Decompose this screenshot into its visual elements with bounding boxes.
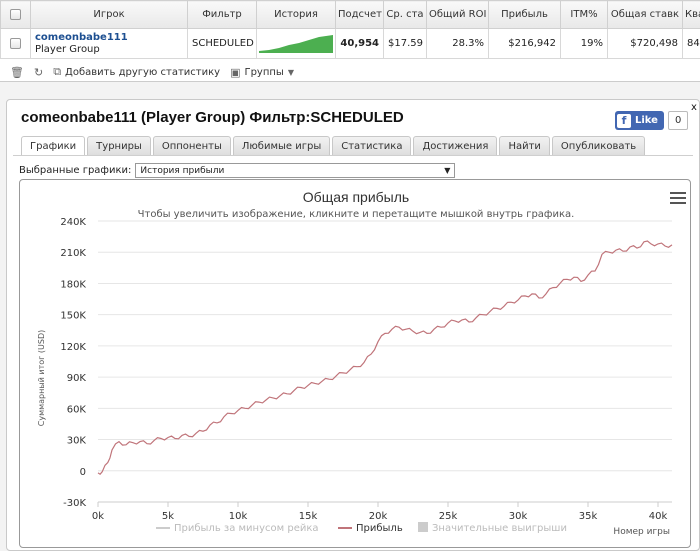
fb-like-label: Like: [635, 115, 658, 126]
filter-cell: SCHEDULED: [187, 28, 257, 59]
stats-table: Игрок Фильтр История Подсчет Ср. ста Общ…: [0, 0, 700, 59]
fb-like-count: 0: [667, 111, 689, 130]
legend-item-big-wins[interactable]: Значительные выигрыши: [432, 523, 567, 534]
itm-cell: 19%: [560, 28, 608, 59]
x-tick-label: 15k: [299, 511, 318, 522]
total-stake-cell: $720,498: [607, 28, 683, 59]
tab-favorite-games[interactable]: Любимые игры: [232, 136, 331, 155]
col-header-itm[interactable]: ITM%: [560, 0, 608, 29]
y-tick-label: 90K: [67, 373, 87, 384]
y-tick-label: -30K: [63, 498, 86, 509]
count-cell: 40,954: [335, 28, 384, 59]
chart-title: Общая прибыль: [303, 189, 409, 205]
save-icon: ▣: [230, 65, 241, 79]
chart-legend: Прибыль за минусом рейка Прибыль Значите…: [156, 522, 567, 534]
series-line-profit[interactable]: [97, 240, 673, 475]
x-tick-label: 35k: [579, 511, 598, 522]
chart-subtitle: Чтобы увеличить изображение, кликните и …: [138, 209, 575, 220]
col-header-count[interactable]: Подсчет: [335, 0, 384, 29]
y-tick-label: 240K: [60, 217, 86, 228]
fb-like-widget[interactable]: f Like 0: [615, 111, 689, 130]
player-group-label: Player Group: [35, 43, 100, 55]
chart-select-value: История прибыли: [140, 165, 225, 176]
tabs-divider: [13, 155, 693, 156]
y-tick-label: 210K: [60, 248, 86, 259]
legend-item-net-profit[interactable]: Прибыль за минусом рейка: [174, 523, 319, 534]
y-axis-label: Суммарный итог (USD): [37, 330, 46, 427]
groups-label: Группы: [244, 66, 284, 78]
stats-toolbar: 🗑 ↻ ⧉ Добавить другую статистику ▣ Групп…: [0, 59, 700, 85]
y-tick-label: 60K: [67, 404, 87, 415]
y-tick-label: 30K: [67, 436, 87, 447]
x-tick-label: 25k: [439, 511, 458, 522]
avg-stake-cell: $17.59: [383, 28, 427, 59]
row-checkbox[interactable]: [0, 28, 31, 59]
x-tick-label: 10k: [229, 511, 248, 522]
player-panel: comeonbabe111 (Player Group) Фильтр:SCHE…: [6, 99, 700, 551]
tab-statistics[interactable]: Статистика: [332, 136, 412, 155]
y-tick-label: 150K: [60, 311, 86, 322]
add-stats-button[interactable]: ⧉ Добавить другую статистику: [53, 65, 220, 79]
selected-charts-label: Выбранные графики:: [19, 165, 132, 176]
close-icon[interactable]: x: [691, 102, 697, 113]
chevron-down-icon: ▼: [287, 67, 294, 77]
tab-achievements[interactable]: Достижения: [413, 136, 498, 155]
chart-selector-row: Выбранные графики: История прибыли ▼: [19, 163, 456, 178]
refresh-icon[interactable]: ↻: [33, 65, 44, 79]
x-tick-label: 0k: [92, 511, 104, 522]
col-header-filter[interactable]: Фильтр: [187, 0, 257, 29]
tab-publish[interactable]: Опубликовать: [551, 136, 646, 155]
profit-chart-svg[interactable]: -30K 0 30K 60K 90K 120K 150K 180K 210K 240K 0k 5k 1…: [20, 180, 692, 549]
groups-dropdown[interactable]: ▣ Группы ▼: [230, 66, 294, 79]
col-header-history[interactable]: История: [256, 0, 336, 29]
fb-like-button[interactable]: f Like: [615, 111, 664, 130]
tab-search[interactable]: Найти: [499, 136, 550, 155]
trash-icon[interactable]: 🗑: [10, 65, 24, 79]
profit-chart[interactable]: -30K 0 30K 60K 90K 120K 150K 180K 210K 240K 0k 5k 1…: [19, 179, 691, 548]
x-tick-label: 5k: [162, 511, 174, 522]
col-header-player[interactable]: Игрок: [30, 0, 188, 29]
qualif-cell: 84: [682, 28, 700, 59]
panel-title: comeonbabe111 (Player Group) Фильтр:SCHE…: [21, 109, 404, 126]
col-header-profit[interactable]: Прибыль: [488, 0, 561, 29]
tab-opponents[interactable]: Оппоненты: [152, 136, 231, 155]
player-name-link[interactable]: comeonbabe111: [35, 31, 128, 43]
add-stats-label: Добавить другую статистику: [65, 66, 221, 78]
facebook-icon: f: [617, 113, 631, 128]
col-header-avg-stake[interactable]: Ср. ста: [383, 0, 427, 29]
player-cell[interactable]: comeonbabe111 Player Group: [30, 28, 188, 59]
chart-select[interactable]: История прибыли ▼: [135, 163, 456, 178]
x-tick-label: 20k: [369, 511, 388, 522]
x-tick-label: 30k: [509, 511, 528, 522]
col-header-total-stake[interactable]: Общая ставк: [607, 0, 683, 29]
x-tick-label: 40k: [649, 511, 668, 522]
y-tick-label: 180K: [60, 279, 86, 290]
tab-charts[interactable]: Графики: [21, 136, 86, 156]
select-all-checkbox[interactable]: [0, 0, 31, 29]
col-header-roi[interactable]: Общий ROI: [426, 0, 489, 29]
legend-item-profit[interactable]: Прибыль: [356, 523, 403, 534]
roi-cell: 28.3%: [426, 28, 489, 59]
x-axis-label: Номер игры: [613, 527, 670, 537]
profit-cell: $216,942: [488, 28, 561, 59]
chart-menu-icon[interactable]: [670, 192, 686, 207]
tab-tournaments[interactable]: Турниры: [87, 136, 151, 155]
y-tick-label: 120K: [60, 342, 86, 353]
table-row[interactable]: comeonbabe111 Player Group SCHEDULED 40,…: [0, 28, 700, 59]
add-column-icon: ⧉: [53, 65, 62, 78]
y-tick-label: 0: [80, 467, 86, 478]
col-header-qualif[interactable]: Квалиф: [682, 0, 700, 29]
stats-table-panel: Игрок Фильтр История Подсчет Ср. ста Общ…: [0, 0, 700, 82]
history-sparkline[interactable]: [256, 28, 336, 59]
panel-tabs: Графики Турниры Оппоненты Любимые игры С…: [21, 136, 646, 156]
select-arrow-icon: ▼: [444, 166, 451, 175]
